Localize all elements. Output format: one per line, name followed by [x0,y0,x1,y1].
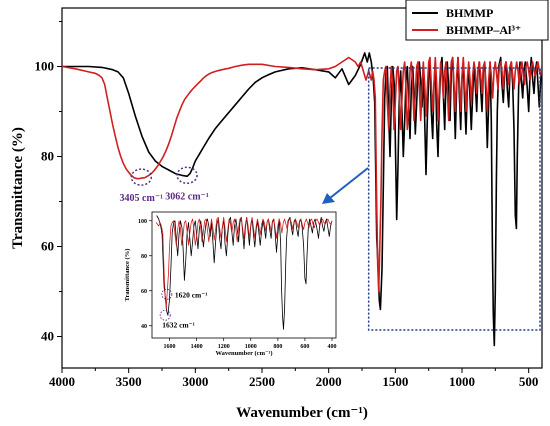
y-tick-label: 60 [41,239,54,254]
inset-y-ticks: 100 80 60 40 [138,219,152,330]
x-tick-label: 2500 [249,374,275,389]
x-tick-label: 500 [519,374,539,389]
x-tick-label: 1500 [382,374,408,389]
y-tick-label: 40 [41,329,54,344]
x-tick-label: 3500 [116,374,142,389]
legend-label-bhmmp: BHMMP [446,6,493,20]
inset-y-tick-label: 40 [141,324,147,330]
x-axis-ticks: 4000 3500 3000 2500 2000 1500 1000 500 [49,368,538,389]
peak-label: 3062 cm⁻¹ [165,191,209,202]
x-tick-label: 2000 [316,374,342,389]
inset-x-tick-label: 1400 [191,344,203,350]
inset-series-line-bhmmp-al [155,216,333,309]
inset-x-tick-label: 600 [300,344,309,350]
x-tick-label: 4000 [49,374,75,389]
series-line-bhmmp-al [62,56,542,293]
arrow-head-icon [322,193,335,204]
y-tick-label: 80 [41,149,54,164]
inset-y-tick-label: 100 [138,219,147,225]
inset-x-ticks: 1600 1400 1200 1000 800 600 400 [164,338,337,350]
inset-x-tick-label: 1000 [245,344,257,350]
legend-label-bhmmp-al: BHMMP–Al³⁺ [446,23,521,37]
inset-x-tick-label: 1200 [218,344,230,350]
inset-chart: 1600 1400 1200 1000 800 600 400 100 80 60 40 1620… [124,211,337,357]
y-axis-ticks: 100 80 60 40 [35,21,62,344]
peak-label: 3405 cm⁻¹ [120,193,164,204]
inset-y-tick-label: 80 [141,254,147,260]
y-axis-title: Transmittance (%) [10,127,26,249]
inset-y-tick-label: 60 [141,289,147,295]
inset-x-tick-label: 1600 [164,344,176,350]
arrow-to-inset [329,167,369,199]
inset-peak-label: 1620 cm⁻¹ [175,290,208,299]
peak-marker-circle [176,166,198,185]
legend: BHMMP BHMMP–Al³⁺ [405,0,549,41]
inset-peak-marker [161,288,173,300]
y-tick-label: 100 [35,59,55,74]
x-tick-label: 1000 [449,374,475,389]
inset-peak-marker [159,309,171,321]
inset-y-axis-title: Transmittance (%) [124,249,131,302]
inset-x-tick-label: 800 [273,344,282,350]
x-axis-title: Wavenumber (cm⁻¹) [236,405,368,421]
highlight-region [367,67,541,331]
inset-peak-label: 1632 cm⁻¹ [162,320,195,329]
main-plot-area [61,7,543,369]
inset-x-axis-title: Wavenumber (cm⁻¹) [215,350,272,357]
inset-x-tick-label: 400 [328,344,337,350]
x-tick-label: 3000 [182,374,208,389]
peak-marker-circle [130,168,153,186]
